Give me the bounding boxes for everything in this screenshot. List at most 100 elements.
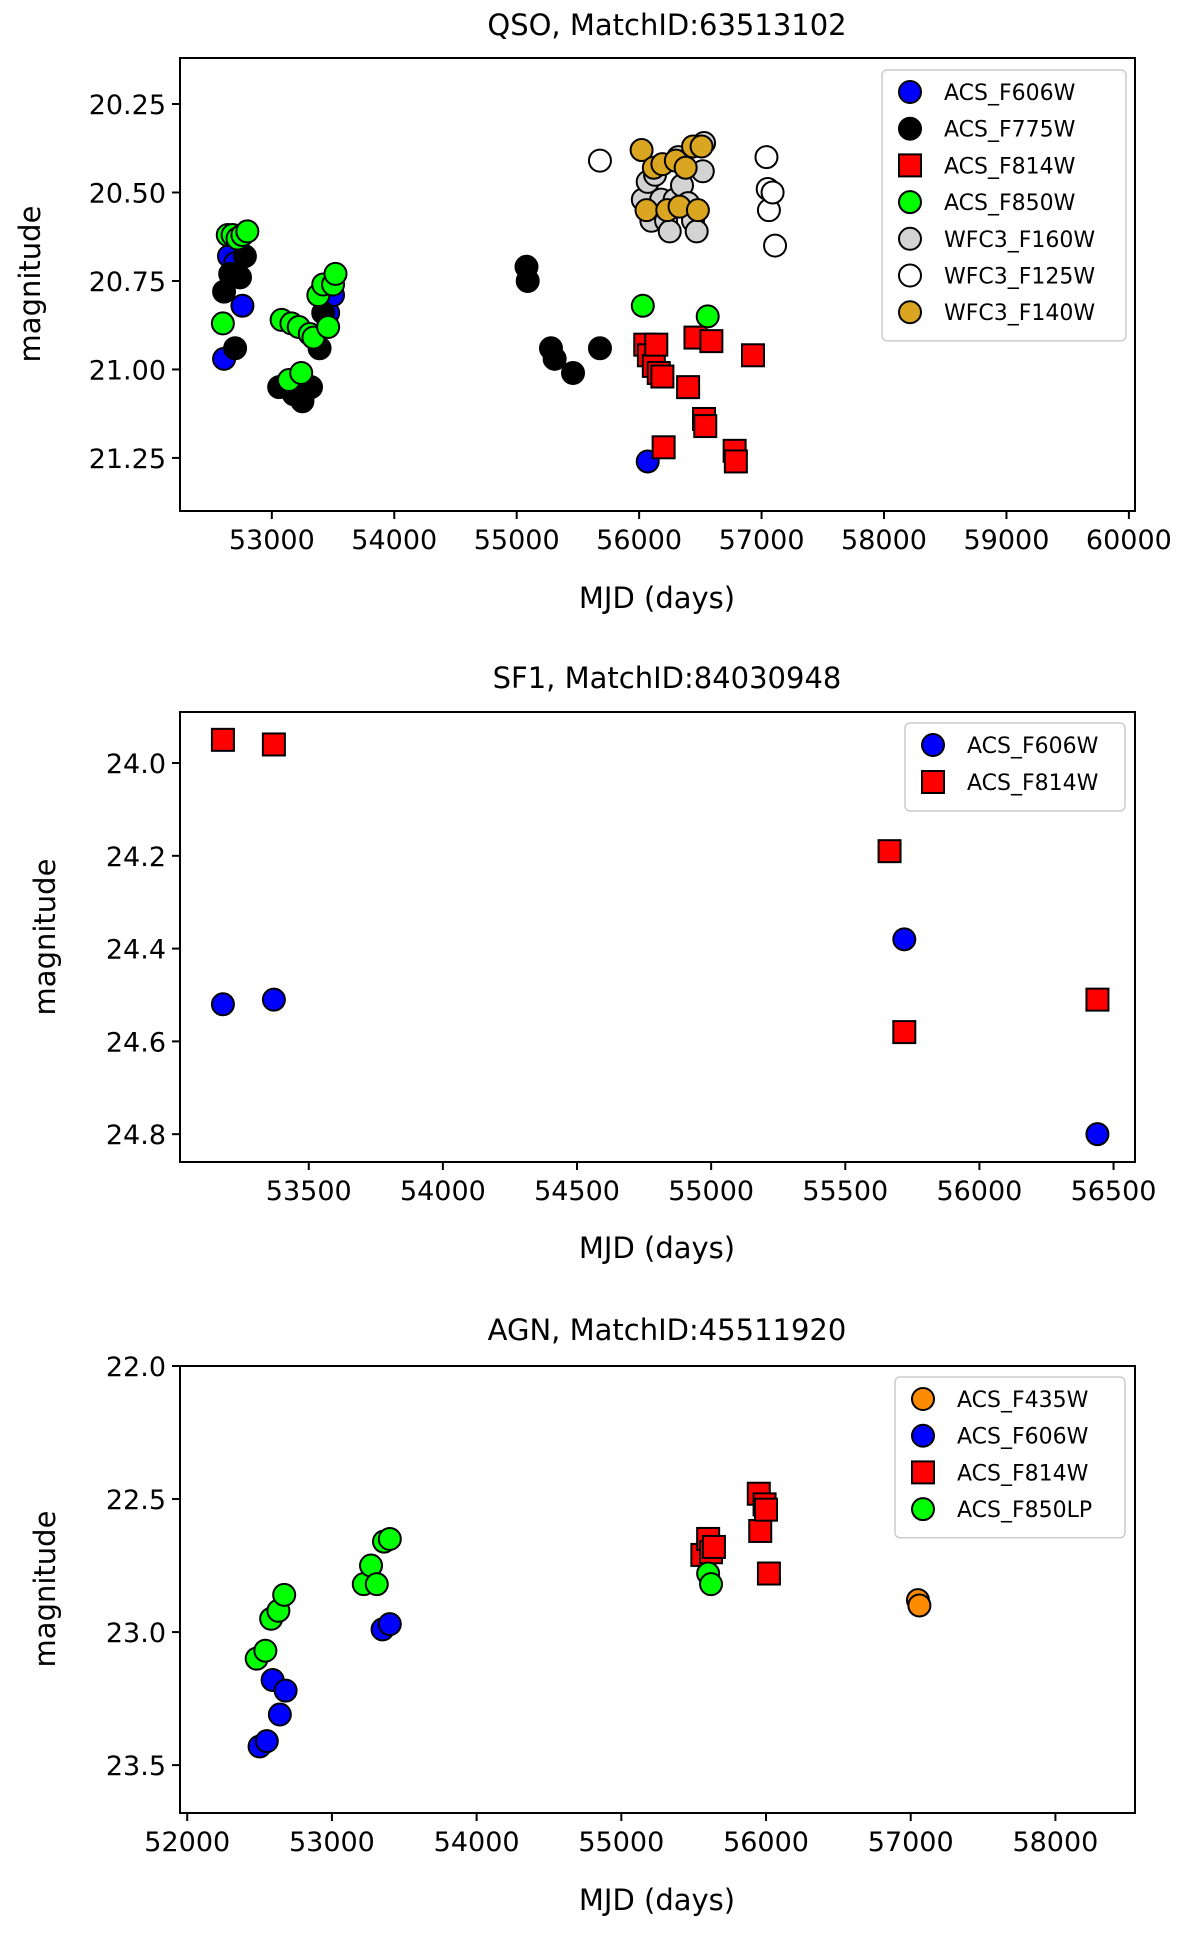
data-point-wfc3-f125w — [587, 148, 612, 173]
legend-marker — [911, 1497, 935, 1522]
legend-label: ACS_F606W — [957, 1425, 1089, 1450]
x-tick-label: 57000 — [719, 525, 805, 556]
x-tick-label: 54000 — [351, 525, 437, 556]
x-tick-label: 56000 — [936, 1176, 1022, 1207]
data-point-wfc3-f125w — [754, 145, 779, 170]
data-point-acs-f814w — [693, 414, 718, 439]
data-point-wfc3-f140w — [689, 134, 714, 159]
data-point-acs-f606w — [892, 927, 917, 952]
x-tick-label: 59000 — [963, 525, 1049, 556]
legend-frame — [894, 1376, 1126, 1539]
data-point-acs-f775w — [542, 346, 567, 371]
x-axis-label: MJD (days) — [579, 1231, 735, 1265]
y-tick-label: 23.5 — [106, 1751, 166, 1782]
y-tick-label: 21.25 — [89, 444, 166, 475]
legend: ACS_F606W ACS_F814W — [904, 722, 1126, 812]
legend-marker — [921, 733, 945, 757]
x-tick-label: 55000 — [474, 525, 560, 556]
x-tick-label: 58000 — [841, 525, 927, 556]
data-point-acs-f814w — [892, 1020, 917, 1045]
y-tick-label: 24.0 — [106, 749, 166, 780]
legend-label: ACS_F850W — [944, 191, 1076, 216]
x-tick-label: 54000 — [434, 1827, 520, 1858]
data-point-acs-f814w — [644, 332, 669, 357]
chart-panel-agn: AGN, MatchID:45511920 52000 53000 54000 550… — [28, 1313, 1136, 1917]
y-tick-label: 22.5 — [106, 1485, 166, 1516]
x-tick-label: 55000 — [668, 1176, 754, 1207]
data-point-acs-f775w — [515, 268, 540, 293]
legend-label: ACS_F775W — [944, 118, 1076, 143]
legend-label: ACS_F606W — [944, 81, 1076, 106]
data-point-acs-f850lp — [364, 1572, 389, 1597]
data-point-acs-f606w — [230, 293, 255, 318]
data-point-acs-f814w — [723, 449, 748, 474]
legend: ACS_F435W ACS_F606W ACS_F814W ACS_F850LP — [894, 1376, 1126, 1539]
y-tick-label: 22.0 — [106, 1352, 166, 1383]
data-point-acs-f814w — [676, 375, 701, 400]
data-point-acs-f850w — [210, 311, 235, 336]
chart-panel-qso: QSO, MatchID:63513102 53000 54000 55000 560… — [13, 8, 1172, 615]
legend-marker — [898, 226, 922, 251]
legend-marker — [898, 300, 922, 325]
y-ticks: 24.0 24.2 24.4 24.6 24.8 — [106, 749, 180, 1151]
y-axis-label: magnitude — [28, 1511, 62, 1668]
y-ticks: 22.0 22.5 23.0 23.5 — [106, 1352, 180, 1782]
y-tick-label: 24.6 — [106, 1027, 166, 1058]
legend-label: WFC3_F140W — [944, 301, 1095, 326]
x-ticks: 53500 54000 54500 55000 55500 56000 56500 — [266, 1162, 1156, 1207]
legend-marker — [911, 1387, 935, 1411]
data-point-acs-f850lp — [699, 1572, 724, 1597]
legend: ACS_F606W ACS_F775W ACS_F814W ACS_F850W WFC3… — [881, 69, 1127, 342]
x-tick-label: 53000 — [289, 1827, 375, 1858]
data-point-acs-f814w — [210, 727, 235, 752]
x-tick-label: 56000 — [723, 1827, 809, 1858]
data-point-acs-f850lp — [377, 1526, 402, 1551]
legend-marker — [911, 1423, 935, 1448]
x-tick-label: 55500 — [802, 1176, 888, 1207]
data-point-acs-f606w — [210, 992, 235, 1017]
x-axis-label: MJD (days) — [579, 1883, 735, 1917]
y-tick-label: 20.75 — [89, 267, 166, 298]
x-tick-label: 52000 — [144, 1827, 230, 1858]
legend-label: ACS_F606W — [967, 734, 1099, 759]
data-point-acs-f850w — [323, 261, 348, 286]
data-point-acs-f775w — [561, 360, 586, 385]
data-point-acs-f814w — [741, 343, 765, 368]
data-point-wfc3-f140w — [634, 198, 659, 223]
data-point-wfc3-f160w — [684, 219, 709, 244]
data-point-acs-f775w — [227, 265, 252, 290]
data-point-acs-f435w — [907, 1593, 932, 1618]
legend-label: ACS_F850LP — [957, 1498, 1092, 1523]
data-point-wfc3-f125w — [763, 233, 788, 258]
legend-label: ACS_F435W — [957, 1388, 1089, 1413]
legend-marker — [898, 190, 922, 215]
legend-label: WFC3_F125W — [944, 265, 1095, 290]
data-point-acs-f814w — [650, 364, 675, 389]
chart-title: SF1, MatchID:84030948 — [493, 661, 842, 695]
legend-marker — [898, 153, 922, 178]
legend-label: ACS_F814W — [967, 771, 1099, 796]
legend-marker — [898, 80, 922, 104]
data-point-acs-f606w — [273, 1678, 298, 1703]
data-point-acs-f814w — [699, 329, 724, 354]
legend-label: ACS_F814W — [957, 1461, 1089, 1486]
data-point-wfc3-f140w — [685, 198, 710, 223]
x-tick-label: 54000 — [400, 1176, 486, 1207]
data-point-wfc3-f140w — [629, 138, 654, 163]
legend-marker — [898, 263, 922, 288]
y-ticks: 20.25 20.50 20.75 21.00 21.25 — [89, 90, 180, 475]
legend-marker — [898, 116, 922, 141]
chart-title: QSO, MatchID:63513102 — [487, 8, 846, 42]
legend-label: WFC3_F160W — [944, 228, 1095, 253]
data-point-acs-f850w — [695, 304, 720, 329]
legend-marker — [911, 1460, 935, 1485]
data-point-acs-f850lp — [272, 1582, 297, 1607]
data-point-acs-f814w — [756, 1561, 781, 1586]
x-tick-label: 57000 — [868, 1827, 954, 1858]
y-tick-label: 20.50 — [89, 178, 166, 209]
y-tick-label: 20.25 — [89, 90, 166, 121]
x-tick-label: 58000 — [1012, 1827, 1098, 1858]
data-point-wfc3-f140w — [673, 155, 698, 180]
data-point-acs-f606w — [267, 1702, 292, 1727]
